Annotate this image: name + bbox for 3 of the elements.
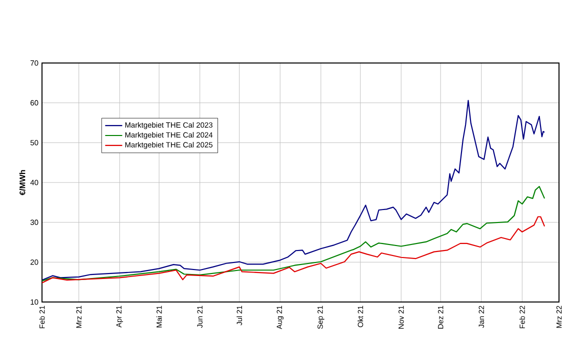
line-series [42,186,546,282]
line-series [42,100,546,281]
line-series [42,216,546,284]
